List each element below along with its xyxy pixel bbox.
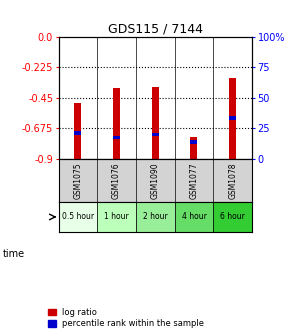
Bar [74,103,81,159]
Bar [59,202,97,232]
Bar [229,117,236,120]
Bar [190,140,197,143]
Text: 1 hour: 1 hour [104,212,129,221]
Bar [113,88,120,159]
Text: GSM1078: GSM1078 [228,162,237,199]
Text: GSM1075: GSM1075 [74,162,82,199]
Text: time: time [3,249,25,259]
Legend: log ratio, percentile rank within the sample: log ratio, percentile rank within the sa… [48,308,204,329]
Bar [152,87,159,159]
Bar [97,202,136,232]
Bar [113,136,120,139]
Bar [213,202,252,232]
Text: GSM1077: GSM1077 [190,162,198,199]
Bar [229,78,236,159]
Text: 2 hour: 2 hour [143,212,168,221]
Text: 0.5 hour: 0.5 hour [62,212,94,221]
Text: 4 hour: 4 hour [182,212,206,221]
Bar [190,137,197,159]
Text: GSM1076: GSM1076 [112,162,121,199]
Text: 6 hour: 6 hour [220,212,245,221]
Text: GSM1090: GSM1090 [151,162,160,199]
Title: GDS115 / 7144: GDS115 / 7144 [108,23,203,36]
Bar [136,202,175,232]
Bar [175,202,213,232]
Bar [74,131,81,135]
Bar [152,133,159,136]
